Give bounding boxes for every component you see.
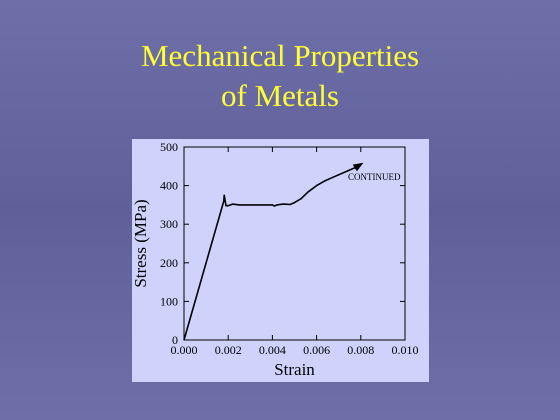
- x-tick-label: 0.000: [171, 343, 198, 357]
- y-tick-label: 100: [160, 294, 178, 308]
- x-tick-label: 0.006: [303, 343, 330, 357]
- slide-title-line2: of Metals: [221, 78, 339, 113]
- x-axis-label: Strain: [274, 360, 315, 379]
- x-tick-label: 0.010: [392, 343, 419, 357]
- y-tick-label: 400: [160, 179, 178, 193]
- x-tick-label: 0.004: [259, 343, 286, 357]
- series-line-stress-strain: [183, 163, 362, 341]
- chart-panel: 0.000 0.002 0.004 0.006 0.008 0.010 0 100 200 300…: [132, 139, 429, 382]
- continued-arrow-head: [352, 162, 364, 172]
- slide-title: Mechanical Properties of Metals: [0, 36, 560, 116]
- slide-title-line1: Mechanical Properties: [140, 38, 420, 73]
- stress-strain-chart: 0.000 0.002 0.004 0.006 0.008 0.010 0 100 200 300…: [132, 140, 419, 379]
- y-axis-label: Stress (MPa): [132, 199, 150, 287]
- annotation-continued: CONTINUED: [348, 172, 401, 182]
- y-tick-label: 500: [160, 140, 178, 154]
- y-tick-label: 300: [160, 217, 178, 231]
- x-tick-label: 0.002: [215, 343, 242, 357]
- plot-frame: [183, 146, 406, 341]
- y-tick-label: 200: [160, 256, 178, 270]
- y-tick-label: 0: [172, 333, 178, 347]
- x-tick-label: 0.008: [347, 343, 374, 357]
